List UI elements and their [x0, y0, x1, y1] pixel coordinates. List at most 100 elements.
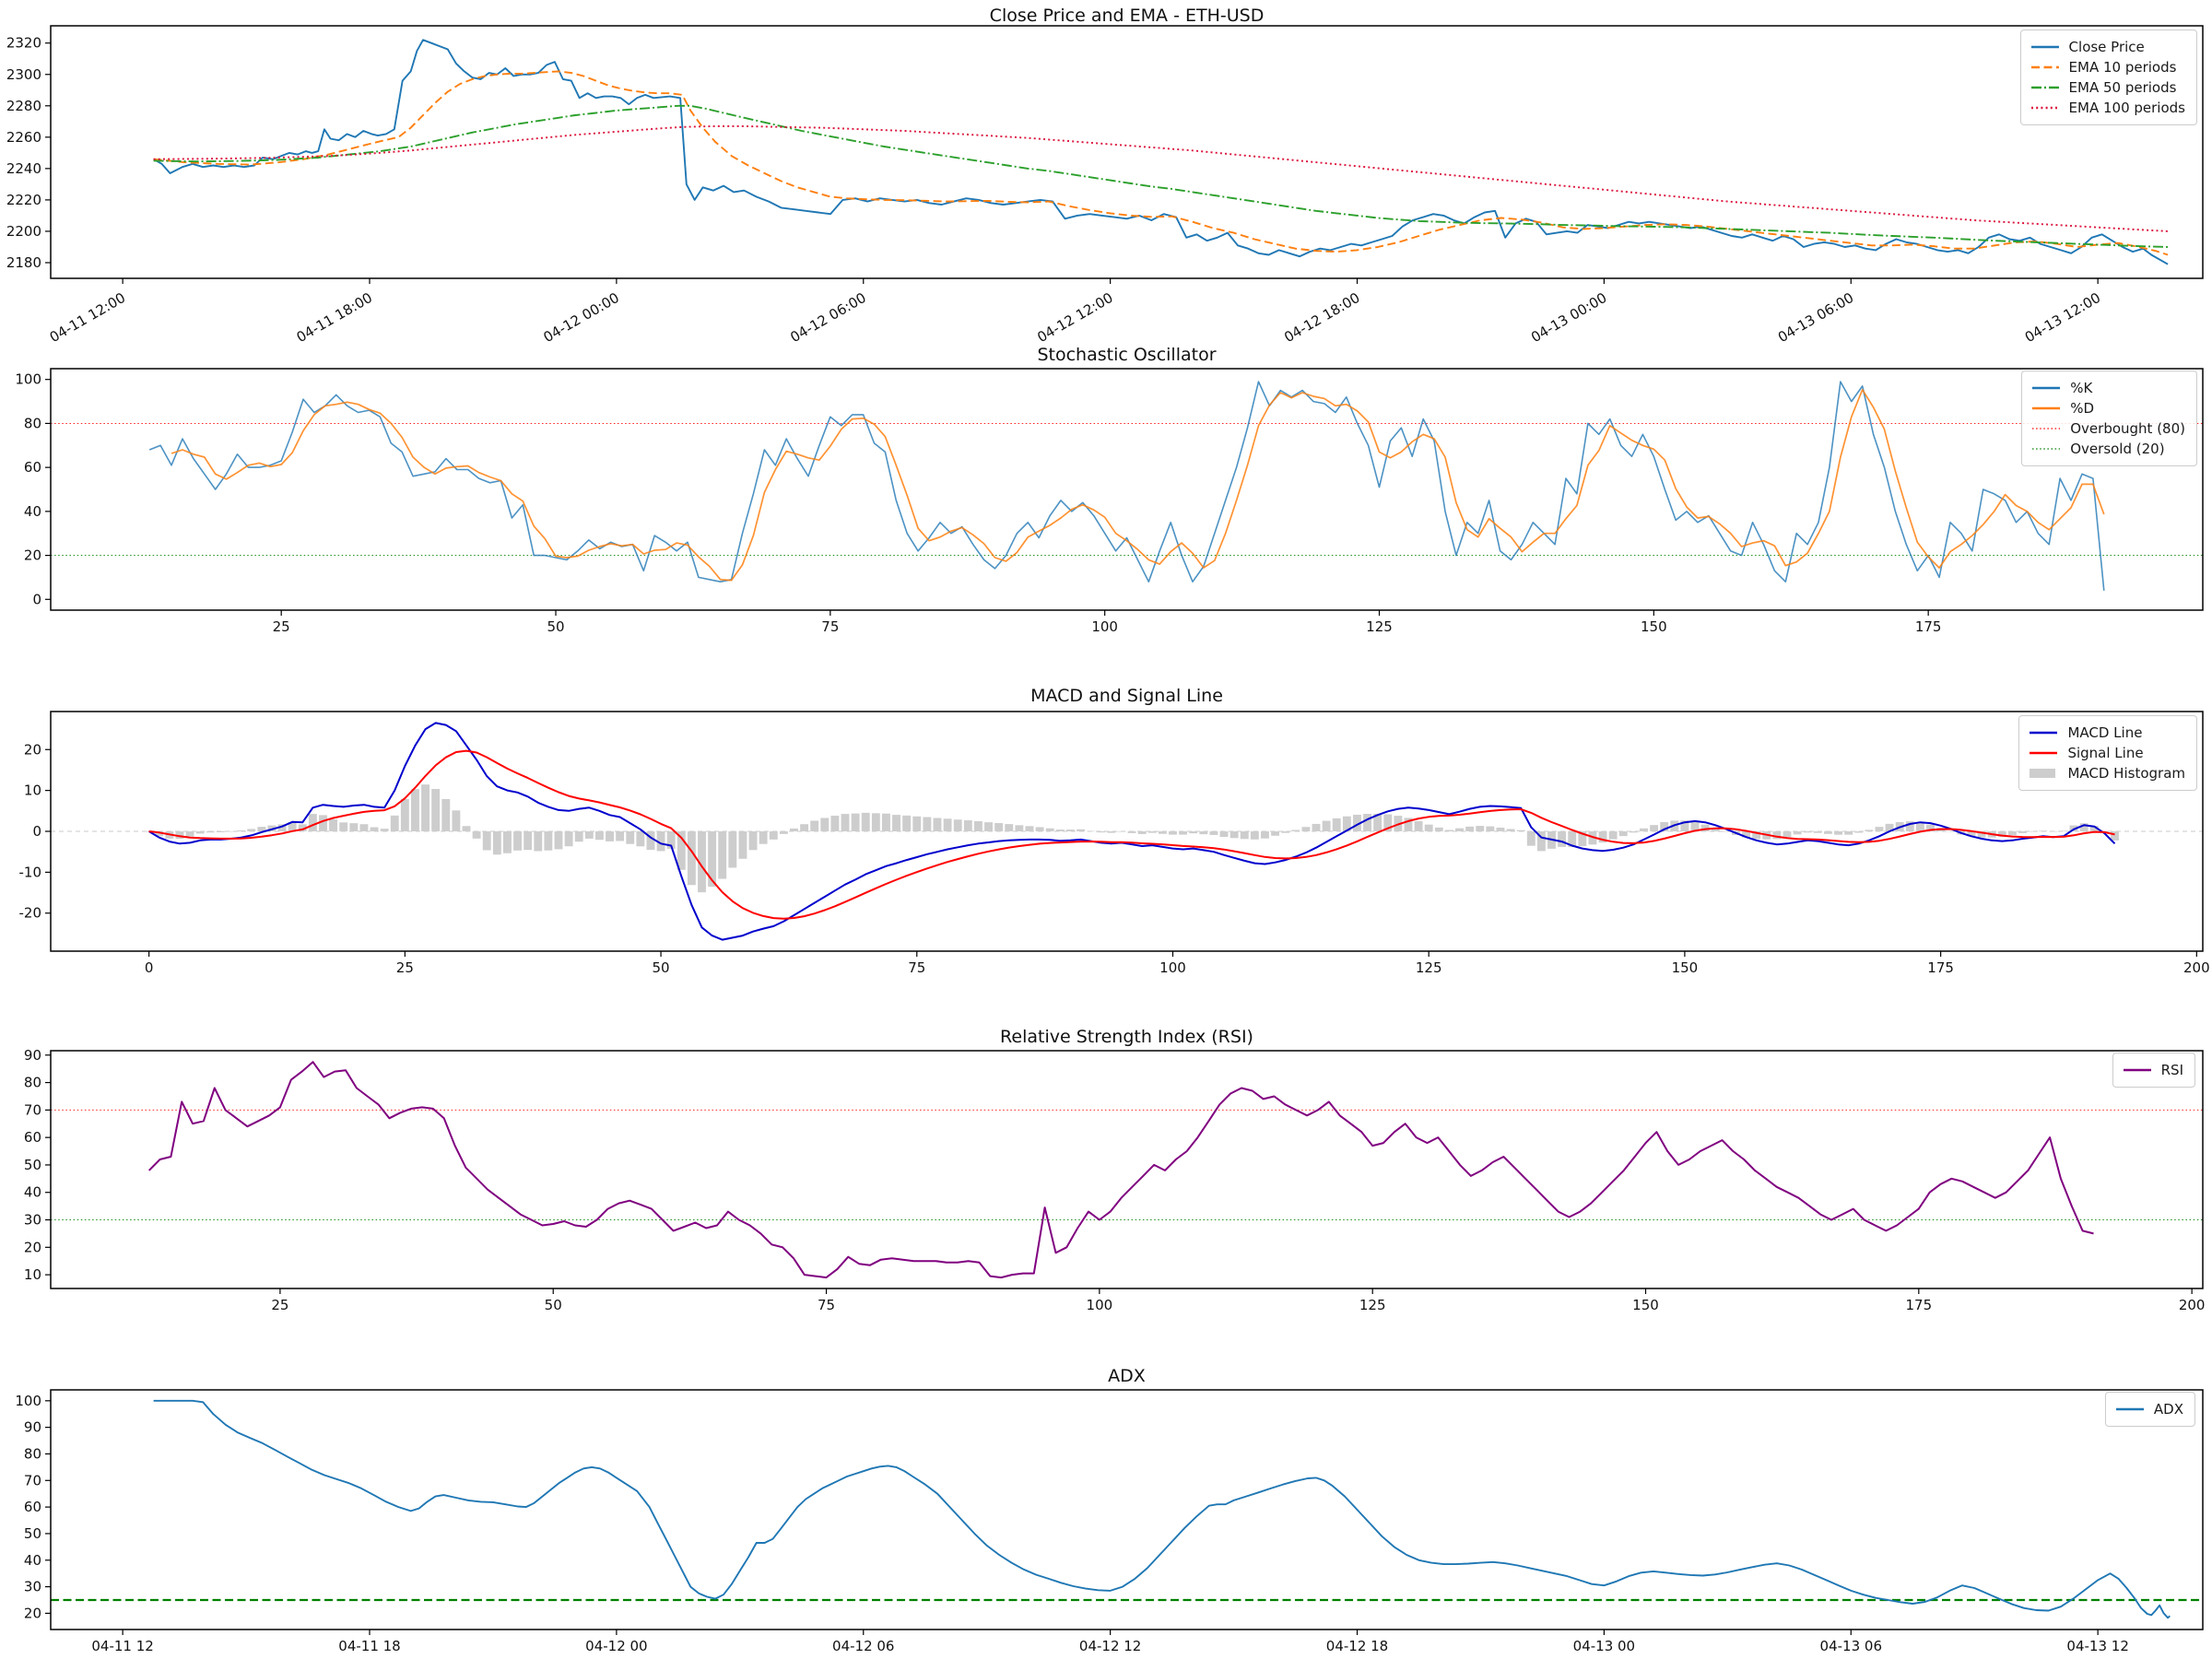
- legend-entry: RSI: [2122, 1060, 2183, 1080]
- svg-text:75: 75: [818, 1297, 835, 1313]
- svg-text:25: 25: [396, 959, 414, 976]
- legend-entry: MACD Line: [2028, 723, 2185, 743]
- legend-entry: EMA 50 periods: [2030, 77, 2185, 98]
- legend-swatch-icon: [2030, 65, 2059, 69]
- svg-text:04-11 12:00: 04-11 12:00: [47, 289, 128, 346]
- legend-entry: %K: [2030, 378, 2185, 398]
- svg-text:04-13 12: 04-13 12: [2066, 1638, 2128, 1654]
- legend-entry: EMA 100 periods: [2030, 98, 2185, 118]
- svg-text:200: 200: [2179, 1297, 2206, 1313]
- legend-swatch-icon: [2115, 1407, 2144, 1411]
- svg-text:-10: -10: [19, 864, 42, 880]
- legend-swatch-icon: [2032, 428, 2061, 429]
- svg-text:70: 70: [24, 1472, 41, 1488]
- svg-text:40: 40: [24, 1184, 41, 1201]
- legend-swatch-icon: [2030, 751, 2058, 755]
- svg-text:100: 100: [1159, 959, 1186, 976]
- legend-swatch-icon: [2030, 731, 2058, 735]
- legend-entry: %D: [2030, 398, 2185, 418]
- panel-rsi-plot: 10 20 30 40 50 60 70 80 90 25 50 75 100 125 150 175 200: [24, 1047, 2206, 1313]
- svg-text:150: 150: [1641, 618, 1667, 635]
- panel-price-ema-legend: Close Price EMA 10 periods EMA 50 periods E…: [2019, 29, 2197, 125]
- svg-text:150: 150: [1672, 959, 1699, 976]
- svg-text:2280: 2280: [6, 98, 41, 114]
- panel-price-ema-plot: 2180 2200 2220 2240 2260 2280 2300 2320 04-11 12…: [6, 25, 2204, 346]
- svg-text:60: 60: [24, 1499, 41, 1515]
- legend-label: Oversold (20): [2070, 441, 2165, 457]
- svg-text:100: 100: [1087, 1297, 1113, 1313]
- legend-label: MACD Histogram: [2067, 765, 2185, 782]
- panel-macd-title: MACD and Signal Line: [1030, 686, 1223, 706]
- panel-rsi-legend: RSI: [2112, 1053, 2195, 1088]
- svg-text:200: 200: [2183, 959, 2210, 976]
- svg-text:30: 30: [24, 1212, 41, 1229]
- svg-text:80: 80: [24, 1075, 41, 1091]
- svg-text:175: 175: [1915, 618, 1942, 635]
- svg-text:04-13 00: 04-13 00: [1573, 1638, 1635, 1654]
- legend-label: EMA 100 periods: [2068, 100, 2185, 116]
- legend-label: EMA 10 periods: [2068, 59, 2177, 76]
- legend-entry: ADX: [2114, 1399, 2183, 1419]
- legend-entry: Overbought (80): [2030, 418, 2185, 439]
- svg-text:25: 25: [273, 618, 290, 635]
- svg-text:0: 0: [32, 823, 41, 840]
- legend-label: EMA 50 periods: [2068, 79, 2177, 96]
- panel-stochastic-plot: 0 20 40 60 80 100 25 50 75 100 125 150 175: [15, 368, 2204, 635]
- legend-swatch-icon: [2030, 769, 2056, 778]
- legend-entry: MACD Histogram: [2028, 763, 2185, 783]
- legend-entry: Signal Line: [2028, 743, 2185, 763]
- svg-text:04-13 06:00: 04-13 06:00: [1775, 289, 1856, 346]
- svg-text:125: 125: [1366, 618, 1393, 635]
- panel-stochastic-title: Stochastic Oscillator: [1037, 345, 1217, 365]
- legend-swatch-icon: [2123, 1068, 2151, 1072]
- legend-entry: Oversold (20): [2030, 439, 2185, 459]
- legend-label: Overbought (80): [2070, 420, 2185, 437]
- legend-label: %K: [2070, 380, 2093, 396]
- svg-text:90: 90: [24, 1047, 41, 1064]
- svg-text:04-13 06: 04-13 06: [1820, 1638, 1882, 1654]
- svg-text:50: 50: [24, 1525, 41, 1542]
- svg-text:04-12 12:00: 04-12 12:00: [1034, 289, 1115, 346]
- svg-text:50: 50: [653, 959, 670, 976]
- svg-text:60: 60: [24, 459, 41, 476]
- panel-rsi-title: Relative Strength Index (RSI): [1000, 1027, 1253, 1047]
- svg-text:75: 75: [908, 959, 925, 976]
- svg-text:150: 150: [1632, 1297, 1659, 1313]
- legend-swatch-icon: [2030, 45, 2059, 49]
- panel-adx-plot: 20 30 40 50 60 70 80 90 100 04-11 12 04-11 18 04-12…: [15, 1389, 2204, 1654]
- svg-text:04-12 12: 04-12 12: [1079, 1638, 1141, 1654]
- svg-text:04-13 12:00: 04-13 12:00: [2022, 289, 2103, 346]
- svg-text:0: 0: [32, 591, 41, 607]
- legend-label: Signal Line: [2067, 745, 2144, 761]
- svg-text:125: 125: [1359, 1297, 1386, 1313]
- legend-swatch-icon: [2032, 386, 2061, 390]
- svg-text:0: 0: [145, 959, 154, 976]
- svg-text:20: 20: [24, 1239, 41, 1255]
- svg-text:100: 100: [1091, 618, 1118, 635]
- svg-text:20: 20: [24, 547, 41, 564]
- svg-text:175: 175: [1906, 1297, 1933, 1313]
- legend-entry: EMA 10 periods: [2030, 57, 2185, 77]
- svg-text:04-12 18:00: 04-12 18:00: [1281, 289, 1362, 346]
- svg-text:2320: 2320: [6, 35, 41, 52]
- svg-text:20: 20: [24, 1605, 41, 1621]
- svg-text:60: 60: [24, 1129, 41, 1146]
- panel-adx-legend: ADX: [2104, 1392, 2195, 1427]
- svg-text:50: 50: [545, 1297, 562, 1313]
- legend-label: %D: [2070, 400, 2095, 417]
- svg-text:2220: 2220: [6, 192, 41, 208]
- panel-price-ema-title: Close Price and EMA - ETH-USD: [989, 6, 1265, 26]
- svg-text:04-11 12: 04-11 12: [91, 1638, 153, 1654]
- svg-text:90: 90: [24, 1419, 41, 1436]
- svg-text:04-12 00: 04-12 00: [585, 1638, 647, 1654]
- panel-adx-title: ADX: [1108, 1366, 1146, 1386]
- svg-text:10: 10: [24, 1266, 41, 1283]
- legend-swatch-icon: [2030, 86, 2059, 89]
- svg-text:100: 100: [15, 371, 41, 388]
- svg-text:10: 10: [24, 782, 41, 799]
- svg-text:40: 40: [24, 503, 41, 520]
- svg-text:25: 25: [271, 1297, 288, 1313]
- legend-entry: Close Price: [2030, 37, 2185, 57]
